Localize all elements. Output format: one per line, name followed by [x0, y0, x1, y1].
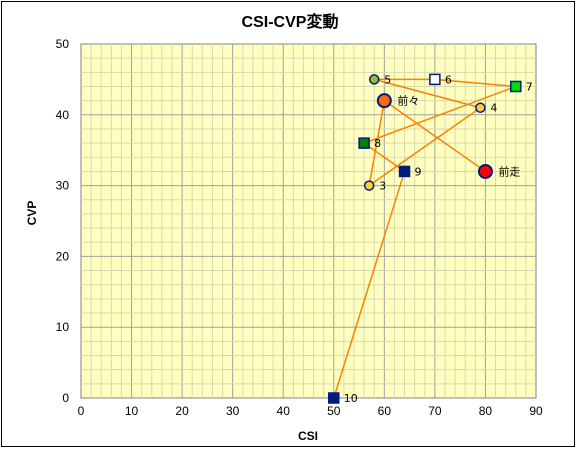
y-tick-label: 20 — [56, 249, 70, 263]
plot-area — [80, 43, 537, 399]
data-point-label: 9 — [415, 165, 422, 178]
series-segment — [363, 142, 405, 173]
data-point-label: 4 — [490, 102, 497, 115]
data-point-label: 3 — [379, 180, 386, 193]
x-tick-label: 0 — [78, 404, 85, 418]
y-axis-ticks: 0 10 20 30 40 50 — [56, 37, 70, 405]
data-point-circle-large — [477, 163, 493, 179]
x-tick-label: 10 — [125, 404, 139, 418]
x-axis-ticks: 0 10 20 30 40 50 60 70 80 90 — [78, 404, 543, 418]
y-tick-label: 0 — [62, 391, 69, 405]
series-segment — [374, 78, 481, 109]
data-point-circle — [475, 102, 486, 113]
data-point-label: 7 — [526, 80, 533, 93]
y-tick-label: 50 — [56, 37, 70, 51]
series-segment — [383, 100, 486, 173]
data-point-circle-large — [376, 93, 392, 109]
y-tick-label: 40 — [56, 108, 70, 122]
series-lines — [333, 78, 517, 399]
x-tick-label: 50 — [327, 404, 341, 418]
series-segment — [333, 171, 406, 399]
y-tick-label: 10 — [56, 320, 70, 334]
x-tick-label: 70 — [428, 404, 442, 418]
x-tick-label: 20 — [175, 404, 189, 418]
data-point-circle — [363, 180, 375, 191]
data-point-label: 前々 — [397, 94, 419, 108]
data-point-square — [358, 137, 370, 149]
data-point-label: 8 — [374, 137, 381, 150]
data-markers — [328, 73, 522, 404]
series-segment — [368, 100, 386, 186]
data-point-label: 10 — [344, 392, 358, 405]
series-segment — [368, 107, 481, 187]
data-point-square — [429, 73, 441, 86]
data-point-square — [510, 80, 522, 93]
data-point-circle — [368, 74, 380, 85]
y-tick-label: 30 — [56, 179, 70, 193]
x-axis-label: CSI — [298, 429, 318, 443]
data-point-label: 5 — [384, 73, 391, 86]
data-point-square — [398, 165, 411, 178]
x-tick-label: 30 — [226, 404, 240, 418]
x-tick-label: 60 — [378, 404, 392, 418]
data-point-square — [328, 392, 340, 404]
grid-lines — [81, 44, 536, 398]
chart-title: CSI-CVP変動 — [242, 12, 339, 31]
data-point-label: 前走 — [498, 164, 520, 178]
y-axis-label: CVP — [25, 201, 39, 226]
series-segment — [363, 85, 517, 144]
data-point-label: 6 — [445, 73, 452, 86]
x-tick-label: 40 — [277, 404, 291, 418]
x-tick-label: 80 — [479, 404, 493, 418]
series-segment — [434, 78, 516, 88]
x-tick-label: 90 — [529, 404, 543, 418]
